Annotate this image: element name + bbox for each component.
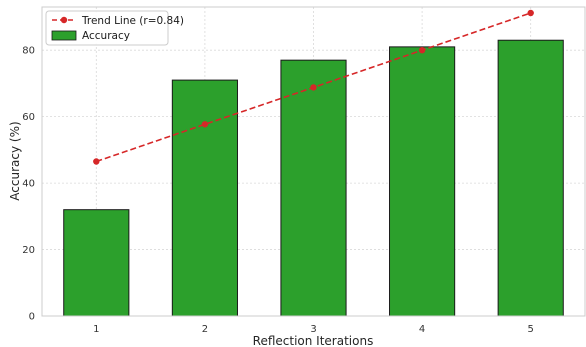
legend-trend-marker bbox=[60, 16, 68, 24]
legend-trend-label: Trend Line (r=0.84) bbox=[81, 15, 184, 27]
trend-line-point bbox=[201, 121, 209, 128]
y-tick-label: 60 bbox=[22, 112, 35, 123]
plot-frame bbox=[41, 6, 586, 317]
legend-accuracy-swatch bbox=[51, 30, 77, 41]
y-tick-label: 80 bbox=[22, 46, 35, 57]
legend-box bbox=[45, 10, 169, 46]
bar-series bbox=[63, 39, 564, 317]
legend: Trend Line (r=0.84) Accuracy bbox=[45, 10, 184, 46]
y-axis-ticks: 0 20 40 60 80 bbox=[22, 46, 35, 323]
trend-line-series bbox=[93, 9, 534, 165]
x-tick-label: 3 bbox=[310, 324, 316, 335]
trend-line-point bbox=[310, 84, 317, 91]
y-axis-label: Accuracy (%) bbox=[8, 121, 22, 200]
accuracy-bar bbox=[63, 209, 130, 317]
y-tick-label: 40 bbox=[22, 179, 35, 190]
y-tick-label: 20 bbox=[22, 245, 35, 256]
x-tick-label: 2 bbox=[202, 324, 208, 335]
x-tick-label: 1 bbox=[93, 324, 99, 335]
trend-line-point bbox=[527, 9, 534, 17]
x-tick-label: 5 bbox=[528, 324, 534, 335]
accuracy-bar bbox=[171, 79, 238, 317]
accuracy-bar bbox=[280, 59, 347, 317]
accuracy-bar bbox=[389, 46, 456, 317]
y-tick-label: 0 bbox=[29, 312, 35, 323]
trend-line-point bbox=[418, 46, 426, 54]
x-axis-ticks: 1 2 3 4 5 bbox=[93, 324, 534, 335]
x-axis-label: Reflection Iterations bbox=[253, 334, 374, 347]
legend-accuracy-label: Accuracy bbox=[82, 30, 130, 42]
accuracy-bar bbox=[497, 39, 564, 317]
trend-line-point bbox=[93, 158, 100, 165]
x-tick-label: 4 bbox=[419, 324, 425, 335]
